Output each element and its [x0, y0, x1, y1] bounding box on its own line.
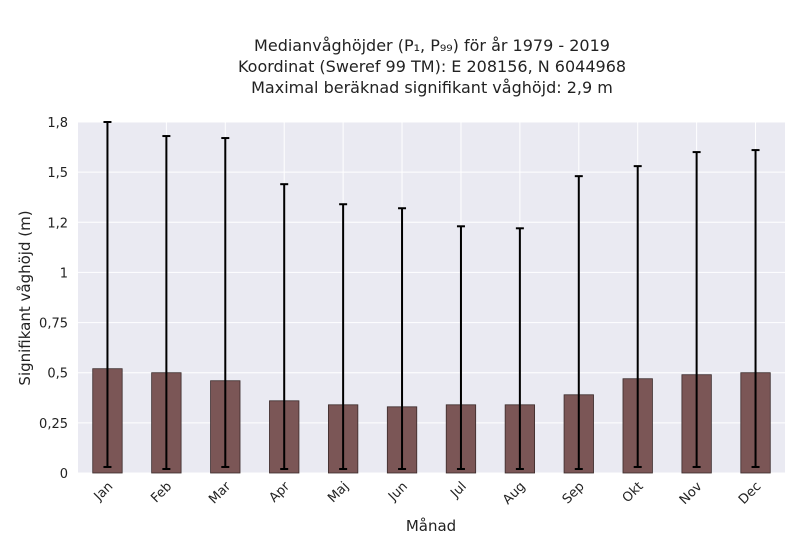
error-bar: [692, 151, 701, 468]
title-line: Koordinat (Sweref 99 TM): E 208156, N 60…: [238, 57, 626, 76]
error-bar: [280, 183, 289, 470]
x-tick-label: Jul: [447, 479, 469, 501]
title-line: Medianvåghöjder (P₁, P₉₉) för år 1979 - …: [254, 36, 610, 55]
y-axis-ticks: 0 0,25 0,5 0,75 1 1,2 1,5 1,8: [39, 116, 68, 482]
x-tick-label: Jan: [91, 479, 116, 504]
x-tick-label: Nov: [677, 479, 706, 508]
x-tick-label: Dec: [736, 479, 764, 507]
x-tick-label: Okt: [620, 479, 647, 506]
chart-title: Medianvåghöjder (P₁, P₉₉) för år 1979 - …: [238, 36, 626, 97]
plot-area: [78, 122, 785, 473]
x-tick-label: Maj: [325, 479, 352, 506]
y-tick-label: 0,75: [39, 317, 68, 332]
error-bar: [515, 227, 524, 470]
y-tick-label: 1: [60, 266, 68, 281]
x-tick-label: Apr: [267, 479, 294, 506]
x-tick-label: Jun: [385, 479, 411, 505]
error-bar: [398, 207, 407, 470]
y-tick-label: 1,8: [47, 116, 68, 131]
error-bars: [103, 121, 760, 470]
error-bar: [221, 137, 230, 468]
x-tick-label: Sep: [560, 479, 588, 507]
x-tick-label: Mar: [206, 479, 234, 507]
error-bar: [633, 165, 642, 468]
error-bar: [751, 149, 760, 468]
x-tick-label: Aug: [500, 479, 529, 508]
x-axis-label: Månad: [406, 517, 456, 535]
error-bar: [456, 225, 465, 470]
error-bar: [103, 121, 112, 468]
error-bar: [162, 135, 171, 470]
y-tick-label: 0,5: [47, 367, 68, 382]
y-axis-label: Signifikant våghöjd (m): [16, 210, 34, 385]
y-tick-label: 1,5: [47, 166, 68, 181]
y-tick-label: 0,25: [39, 417, 68, 432]
error-bar: [339, 203, 348, 470]
title-line: Maximal beräknad signifikant våghöjd: 2,…: [251, 78, 613, 97]
x-tick-label: Feb: [148, 479, 175, 506]
y-tick-label: 0: [60, 467, 68, 482]
x-axis-ticks: Jan Feb Mar Apr Maj Jun Jul Aug Sep Okt Nov Dec: [91, 479, 765, 508]
error-bar: [574, 175, 583, 470]
y-tick-label: 1,2: [47, 216, 68, 231]
